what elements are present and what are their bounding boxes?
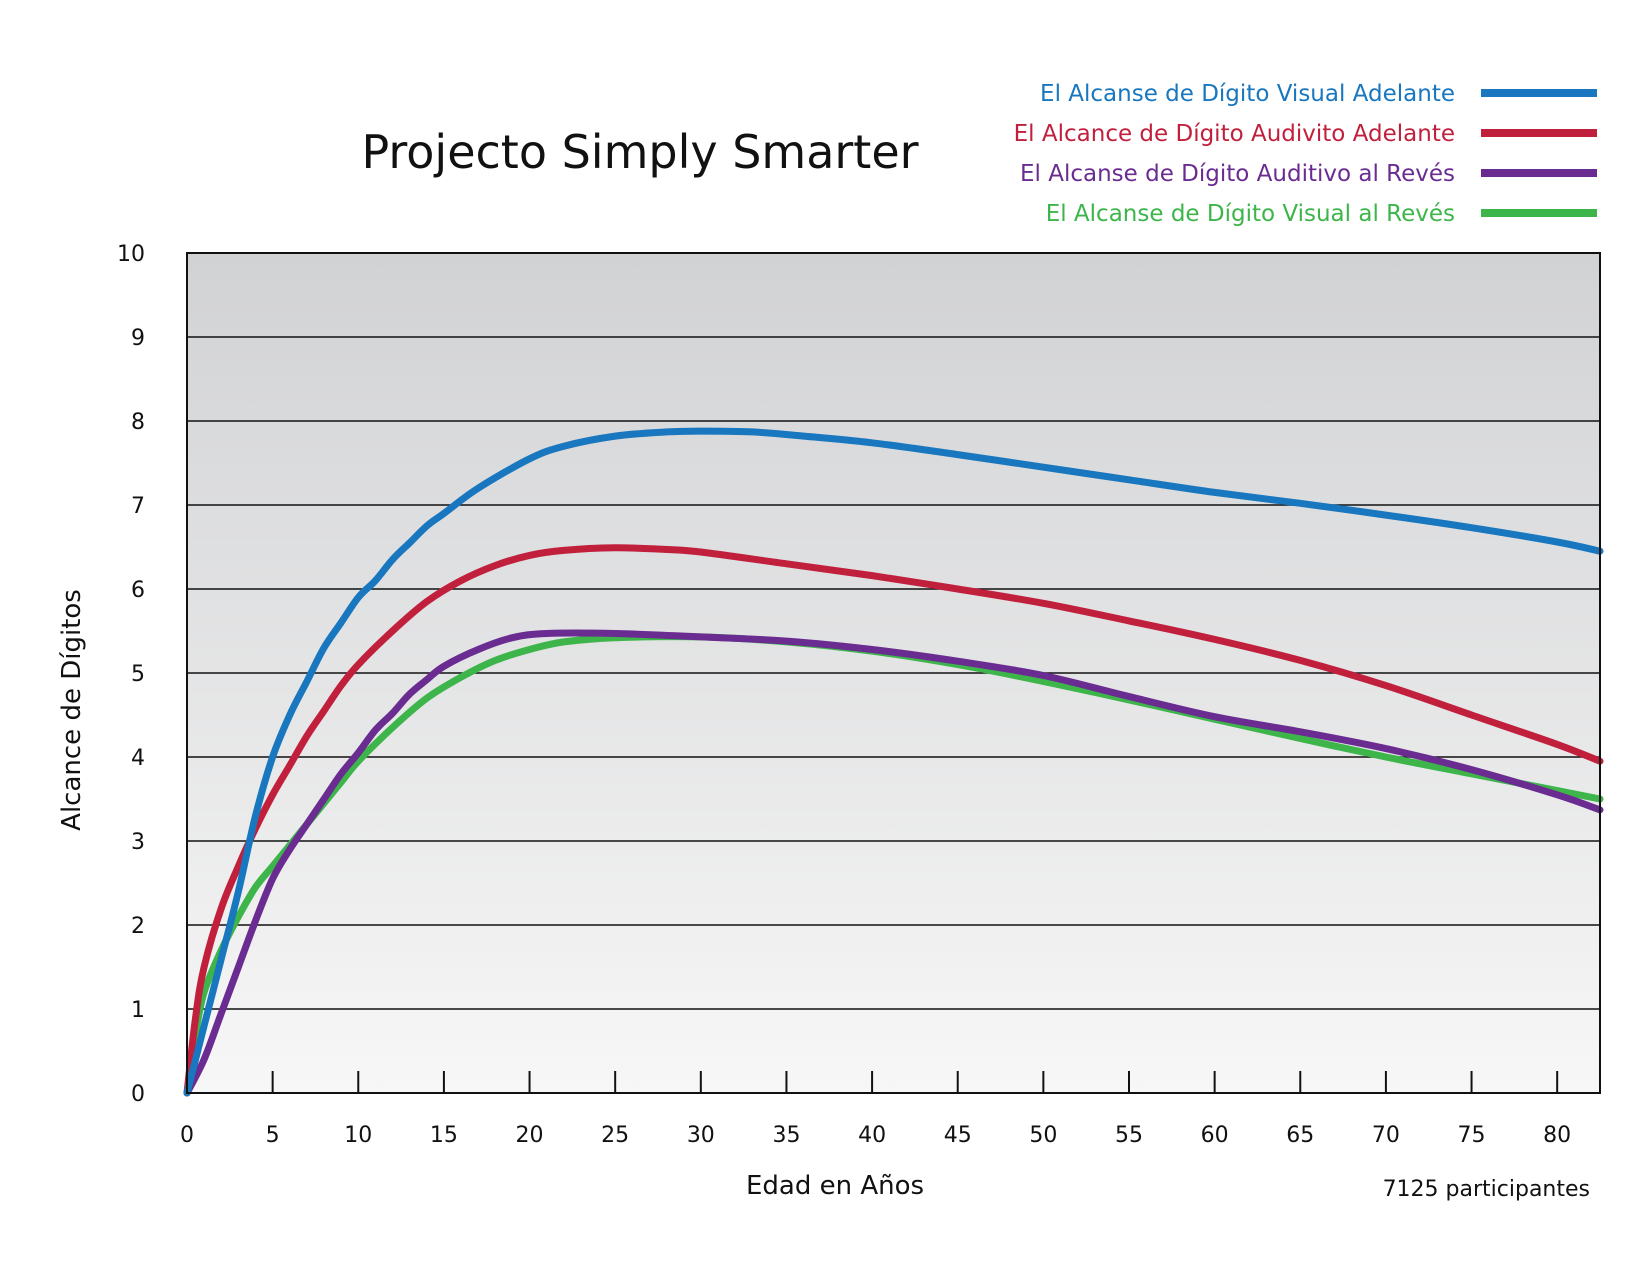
x-tick-label: 15 bbox=[430, 1123, 458, 1148]
legend-label-3: El Alcanse de Dígito Auditivo al Revés bbox=[1020, 161, 1455, 187]
chart-title: Projecto Simply Smarter bbox=[361, 125, 918, 179]
y-tick-label: 5 bbox=[131, 662, 145, 687]
plot-frame bbox=[186, 252, 1601, 1094]
x-axis-ticks: 0 5 10 15 20 25 30 35 40 45 50 55 60 65 70 75 80 bbox=[180, 1071, 1571, 1148]
x-tick-label: 5 bbox=[266, 1123, 280, 1148]
y-axis-ticks: 0 1 2 3 4 5 6 7 8 9 10 bbox=[117, 242, 145, 1107]
x-tick-label: 70 bbox=[1372, 1123, 1400, 1148]
x-tick-label: 20 bbox=[516, 1123, 544, 1148]
legend-label-4: El Alcanse de Dígito Visual al Revés bbox=[1046, 201, 1455, 227]
x-tick-label: 30 bbox=[687, 1123, 715, 1148]
y-tick-label: 4 bbox=[131, 746, 145, 771]
x-tick-label: 55 bbox=[1115, 1123, 1143, 1148]
y-tick-label: 7 bbox=[131, 494, 145, 519]
x-tick-label: 50 bbox=[1029, 1123, 1057, 1148]
x-tick-label: 10 bbox=[344, 1123, 372, 1148]
y-tick-label: 10 bbox=[117, 242, 145, 267]
series-lines bbox=[183, 427, 1604, 1097]
y-tick-label: 6 bbox=[131, 578, 145, 603]
x-tick-label: 40 bbox=[858, 1123, 886, 1148]
x-tick-label: 65 bbox=[1286, 1123, 1314, 1148]
y-tick-label: 2 bbox=[131, 914, 145, 939]
participants-note: 7125 participantes bbox=[1383, 1177, 1590, 1202]
y-tick-label: 3 bbox=[131, 830, 145, 855]
y-tick-label: 8 bbox=[131, 410, 145, 435]
x-tick-label: 35 bbox=[772, 1123, 800, 1148]
x-tick-label: 25 bbox=[601, 1123, 629, 1148]
x-tick-label: 0 bbox=[180, 1123, 194, 1148]
gridlines bbox=[187, 336, 1600, 1010]
y-tick-label: 9 bbox=[131, 326, 145, 351]
x-tick-label: 75 bbox=[1458, 1123, 1486, 1148]
series-line-4 bbox=[183, 633, 1604, 1097]
y-axis-label: Alcance de Dígitos bbox=[57, 589, 87, 831]
x-tick-label: 80 bbox=[1543, 1123, 1571, 1148]
legend-label-1: El Alcanse de Dígito Visual Adelante bbox=[1040, 81, 1455, 107]
series-line-3 bbox=[183, 629, 1604, 1097]
y-tick-label: 1 bbox=[131, 998, 145, 1023]
series-line-1 bbox=[183, 427, 1604, 1097]
series-line-2 bbox=[183, 544, 1604, 1097]
y-tick-label: 0 bbox=[131, 1082, 145, 1107]
x-axis-label: Edad en Años bbox=[746, 1171, 924, 1201]
x-tick-label: 45 bbox=[944, 1123, 972, 1148]
x-tick-label: 60 bbox=[1201, 1123, 1229, 1148]
legend-label-2: El Alcance de Dígito Audivito Adelante bbox=[1014, 121, 1455, 147]
legend: El Alcanse de Dígito Visual Adelante El A… bbox=[1014, 81, 1597, 227]
